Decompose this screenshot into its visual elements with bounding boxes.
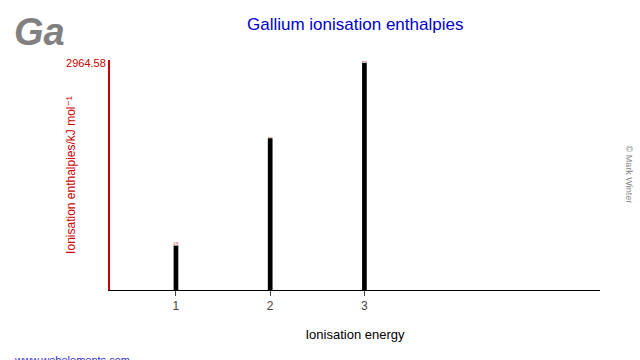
svg-text:Ionisation energy: Ionisation energy	[305, 327, 405, 342]
svg-text:1979: 1979	[268, 136, 273, 138]
svg-text:Ionisation enthalpies/kJ mol⁻¹: Ionisation enthalpies/kJ mol⁻¹	[64, 96, 78, 254]
svg-text:579: 579	[174, 242, 179, 246]
svg-text:3: 3	[361, 299, 368, 313]
svg-text:2965: 2965	[362, 60, 367, 62]
svg-text:Gallium ionisation enthalpies: Gallium ionisation enthalpies	[247, 15, 463, 34]
svg-text:2: 2	[267, 299, 274, 313]
svg-text:2964.58: 2964.58	[66, 57, 106, 69]
svg-text:www.webelements.com: www.webelements.com	[14, 354, 130, 360]
svg-text:Ga: Ga	[14, 11, 65, 53]
svg-text:© Mark Winter: © Mark Winter	[624, 146, 634, 204]
svg-text:1: 1	[173, 299, 180, 313]
